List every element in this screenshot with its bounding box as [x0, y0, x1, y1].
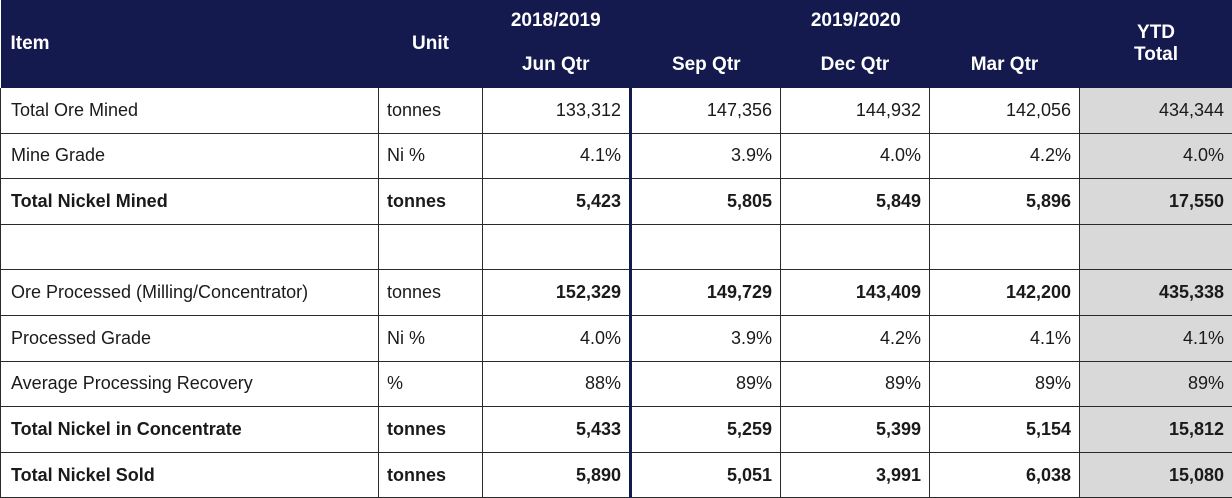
production-table-container: Item Unit 2018/2019 2019/2020 YTD Total … [0, 0, 1232, 466]
table-header: Item Unit 2018/2019 2019/2020 YTD Total … [1, 0, 1232, 88]
row-ytd-value: 4.0% [1080, 133, 1232, 179]
row-item-label: Total Nickel Sold [1, 452, 379, 498]
row-quarter-value: 5,805 [631, 179, 781, 225]
table-row: Ore Processed (Milling/Concentrator)tonn… [1, 270, 1232, 316]
header-quarter: Sep Qtr [631, 42, 781, 88]
row-quarter-value: 5,399 [781, 407, 930, 453]
row-unit: % [379, 361, 483, 407]
row-quarter-value: 5,849 [781, 179, 930, 225]
row-quarter-value: 5,154 [930, 407, 1080, 453]
row-quarter-value: 147,356 [631, 88, 781, 133]
row-quarter-value: 5,890 [483, 452, 631, 498]
row-item-label [1, 224, 379, 270]
row-quarter-value: 89% [781, 361, 930, 407]
row-quarter-value: 152,329 [483, 270, 631, 316]
row-quarter-value: 3.9% [631, 133, 781, 179]
row-quarter-value: 5,433 [483, 407, 631, 453]
row-quarter-value: 144,932 [781, 88, 930, 133]
row-ytd-value: 89% [1080, 361, 1232, 407]
row-item-label: Mine Grade [1, 133, 379, 179]
row-quarter-value: 142,200 [930, 270, 1080, 316]
row-quarter-value: 88% [483, 361, 631, 407]
row-quarter-value: 4.2% [781, 315, 930, 361]
row-item-label: Ore Processed (Milling/Concentrator) [1, 270, 379, 316]
row-quarter-value: 5,896 [930, 179, 1080, 225]
row-ytd-value: 15,080 [1080, 452, 1232, 498]
header-quarter: Dec Qtr [781, 42, 930, 88]
header-quarter: Jun Qtr [483, 42, 631, 88]
row-quarter-value [631, 224, 781, 270]
row-quarter-value: 3.9% [631, 315, 781, 361]
row-quarter-value: 4.0% [483, 315, 631, 361]
row-quarter-value: 4.2% [930, 133, 1080, 179]
row-ytd-value: 4.1% [1080, 315, 1232, 361]
row-quarter-value: 149,729 [631, 270, 781, 316]
row-quarter-value: 133,312 [483, 88, 631, 133]
row-unit: tonnes [379, 407, 483, 453]
row-unit: tonnes [379, 452, 483, 498]
row-quarter-value: 5,051 [631, 452, 781, 498]
row-item-label: Total Ore Mined [1, 88, 379, 133]
row-quarter-value: 89% [631, 361, 781, 407]
row-quarter-value: 6,038 [930, 452, 1080, 498]
row-unit: tonnes [379, 270, 483, 316]
table-row [1, 224, 1232, 270]
row-item-label: Total Nickel Mined [1, 179, 379, 225]
row-quarter-value: 4.1% [930, 315, 1080, 361]
row-unit [379, 224, 483, 270]
row-item-label: Total Nickel in Concentrate [1, 407, 379, 453]
row-quarter-value: 4.0% [781, 133, 930, 179]
row-quarter-value [930, 224, 1080, 270]
row-unit: tonnes [379, 88, 483, 133]
row-quarter-value: 142,056 [930, 88, 1080, 133]
row-item-label: Average Processing Recovery [1, 361, 379, 407]
row-item-label: Processed Grade [1, 315, 379, 361]
row-quarter-value: 89% [930, 361, 1080, 407]
header-quarter: Mar Qtr [930, 42, 1080, 88]
row-ytd-value: 17,550 [1080, 179, 1232, 225]
row-ytd-value: 15,812 [1080, 407, 1232, 453]
row-quarter-value: 5,259 [631, 407, 781, 453]
row-unit: Ni % [379, 315, 483, 361]
row-quarter-value: 4.1% [483, 133, 631, 179]
row-ytd-value: 435,338 [1080, 270, 1232, 316]
header-item: Item [1, 0, 379, 88]
row-unit: tonnes [379, 179, 483, 225]
header-fy-2018-2019: 2018/2019 [483, 0, 631, 42]
row-quarter-value [483, 224, 631, 270]
header-ytd-line1: YTD [1080, 22, 1232, 44]
row-quarter-value: 143,409 [781, 270, 930, 316]
row-ytd-value: 434,344 [1080, 88, 1232, 133]
row-quarter-value: 3,991 [781, 452, 930, 498]
header-unit: Unit [379, 0, 483, 88]
row-quarter-value: 5,423 [483, 179, 631, 225]
header-ytd-total: YTD Total [1080, 0, 1232, 88]
row-unit: Ni % [379, 133, 483, 179]
header-fy-2019-2020: 2019/2020 [631, 0, 1080, 42]
row-ytd-value [1080, 224, 1232, 270]
header-ytd-line2: Total [1080, 44, 1232, 66]
table-row: Average Processing Recovery%88%89%89%89%… [1, 361, 1232, 407]
row-quarter-value [781, 224, 930, 270]
